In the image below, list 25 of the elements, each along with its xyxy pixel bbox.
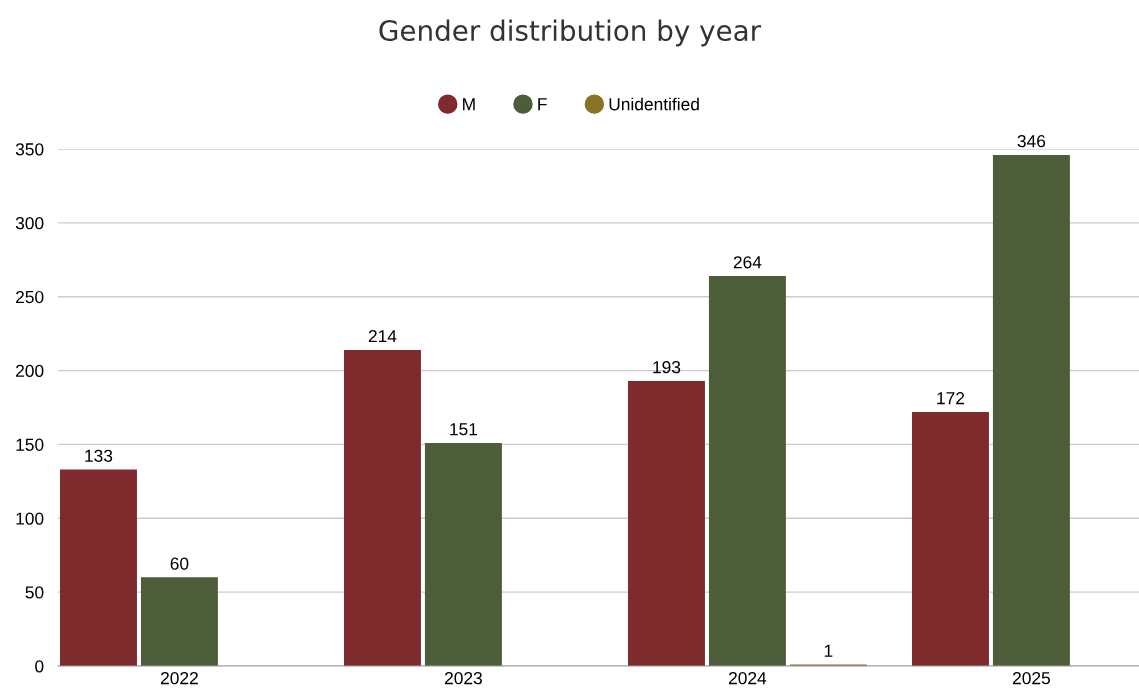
y-tick-label: 100 — [16, 512, 44, 525]
x-tick-label: 2024 — [728, 672, 767, 685]
x-tick-label: 2023 — [444, 672, 482, 685]
data-label: 60 — [170, 557, 189, 570]
x-tick-label: 2025 — [1012, 672, 1050, 685]
legend-label: Unidentified — [609, 97, 699, 111]
legend-label: M — [463, 98, 475, 111]
data-label: 346 — [1017, 135, 1046, 148]
data-label: 214 — [368, 330, 397, 343]
y-tick-label: 300 — [15, 217, 44, 230]
y-tick-label: 350 — [15, 143, 44, 156]
y-tick-label: 200 — [16, 364, 44, 378]
data-label: 193 — [653, 361, 681, 374]
data-label: 172 — [937, 392, 965, 405]
y-tick-label: 0 — [35, 660, 44, 673]
chart-title: Gender distribution by year — [379, 19, 762, 47]
legend-label: F — [538, 98, 547, 111]
data-label: 1 — [824, 644, 833, 657]
y-tick-label: 250 — [16, 290, 44, 304]
y-tick-label: 150 — [16, 438, 44, 451]
data-label: 151 — [450, 423, 478, 436]
x-tick-label: 2022 — [160, 672, 198, 685]
data-label: 264 — [733, 256, 762, 269]
data-label: 133 — [85, 449, 113, 462]
y-tick-label: 50 — [25, 586, 44, 599]
